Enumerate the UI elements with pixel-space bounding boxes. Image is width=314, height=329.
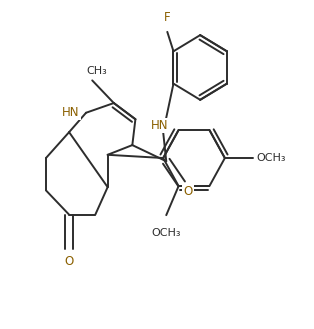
Text: HN: HN	[151, 119, 169, 132]
Text: F: F	[164, 11, 171, 24]
Text: CH₃: CH₃	[86, 66, 107, 76]
Text: O: O	[64, 255, 74, 268]
Text: HN: HN	[62, 106, 79, 119]
Text: OCH₃: OCH₃	[256, 153, 286, 163]
Text: OCH₃: OCH₃	[151, 228, 181, 238]
Text: O: O	[183, 186, 192, 198]
